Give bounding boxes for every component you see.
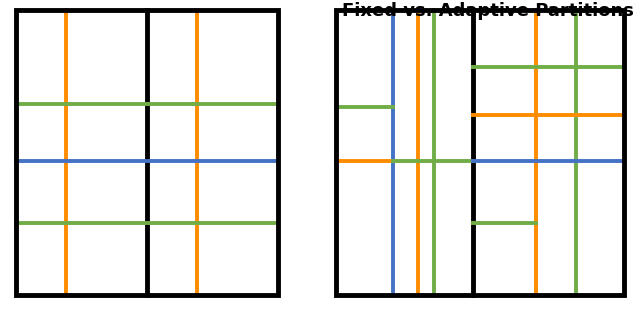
- Bar: [16, 10, 278, 295]
- Bar: [336, 10, 624, 295]
- Text: Fixed vs. Adaptive Partitions: Fixed vs. Adaptive Partitions: [342, 2, 634, 20]
